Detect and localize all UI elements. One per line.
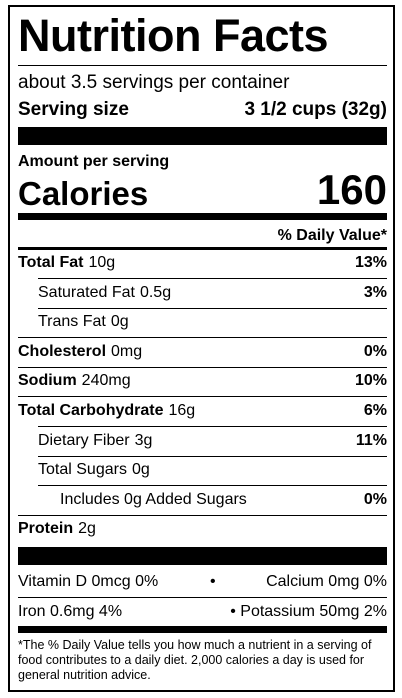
rule (18, 514, 387, 516)
vitamin: Vitamin D 0mcg 0% (18, 573, 159, 590)
vitamin: Calcium 0mg 0% (266, 573, 387, 590)
nutrient-amount: 10g (88, 254, 116, 271)
rule (18, 597, 387, 598)
nutrient-amount: 0g (131, 461, 150, 479)
serving-size-value: 3 1/2 cups (32g) (244, 99, 387, 120)
nutrient-name: Total Carbohydrate 16g (18, 402, 196, 419)
thick-rule (18, 547, 387, 565)
serving-size-label: Serving size (18, 99, 129, 120)
nutrient-name: Dietary Fiber 3g (38, 431, 153, 449)
rule (18, 337, 387, 339)
daily-value: 13% (354, 254, 387, 271)
thick-rule (18, 626, 387, 633)
vitamin-separator: • (210, 573, 216, 590)
nutrient-amount: 3g (134, 431, 153, 449)
title: Nutrition Facts (18, 10, 329, 61)
nutrient-name: Cholesterol 0mg (18, 342, 143, 360)
rule (38, 307, 387, 309)
rule (18, 366, 387, 368)
nutrient-amount: 2g (78, 520, 96, 538)
nutrition-label: Nutrition Facts about 3.5 servings per c… (8, 5, 395, 692)
rule (18, 247, 387, 250)
vitamin: Iron 0.6mg 4% (18, 603, 123, 620)
rule (38, 278, 387, 279)
rule (38, 455, 387, 457)
vitamin: • Potassium 50mg 2% (230, 603, 387, 620)
nutrient-amount: 16g (168, 402, 196, 419)
nutrient-name: Trans Fat 0g (38, 313, 129, 331)
daily-value: 6% (363, 402, 387, 419)
nutrient-name: Total Fat 10g (18, 254, 116, 271)
daily-value: 0% (363, 490, 387, 508)
rule (18, 396, 387, 398)
daily-value: 0% (363, 342, 387, 360)
nutrient-name: Includes 0g Added Sugars (60, 490, 247, 508)
nutrient-amount: 0.5g (139, 283, 172, 301)
nutrient-name: Total Sugars 0g (38, 461, 150, 479)
nutrient-amount: 0g (110, 313, 129, 331)
nutrient-name: Sodium 240mg (18, 372, 131, 390)
calories-value: 160 (316, 166, 387, 213)
thick-rule (18, 127, 387, 145)
calories-label: Calories (18, 175, 149, 212)
servings: about 3.5 servings per container (18, 72, 290, 93)
daily-value-header: % Daily Value* (277, 227, 387, 244)
daily-value: 11% (355, 431, 387, 449)
rule (18, 65, 387, 66)
thick-rule (18, 213, 387, 220)
daily-value: 10% (354, 372, 387, 390)
nutrient-amount: 240mg (81, 372, 131, 390)
rule (38, 426, 387, 427)
amount-per-serving: Amount per serving (18, 153, 170, 170)
footnote: *The % Daily Value tells you how much a … (18, 638, 372, 682)
nutrient-name: Saturated Fat 0.5g (38, 283, 172, 301)
nutrient-name: Protein 2g (18, 520, 96, 538)
daily-value: 3% (363, 283, 387, 301)
rule (38, 485, 387, 487)
nutrient-amount: 0mg (111, 342, 143, 360)
